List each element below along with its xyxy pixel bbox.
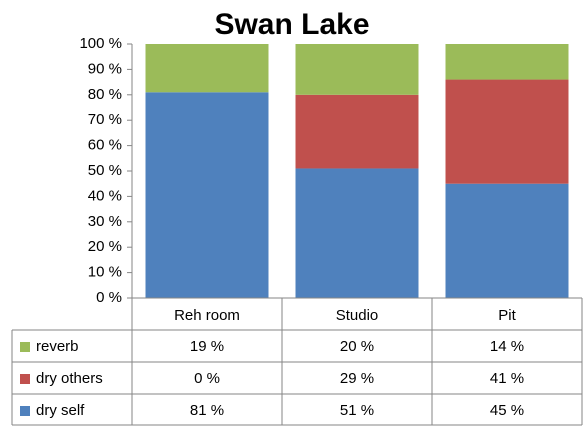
x-tick-label: Reh room [174,307,240,324]
legend-label: dry others [36,370,103,387]
bar-segment [145,44,269,93]
y-tick-label: 40 % [88,187,122,204]
legend-key [20,342,30,352]
y-tick-label: 70 % [88,111,122,128]
data-table-value: 29 % [340,370,374,387]
bar-segment [295,94,419,169]
y-tick-label: 80 % [88,86,122,103]
legend-label: reverb [36,338,79,355]
bar-segment [445,79,569,184]
legend-label: dry self [36,402,85,419]
data-table-value: 20 % [340,338,374,355]
y-tick-label: 60 % [88,137,122,154]
y-tick-label: 20 % [88,238,122,255]
data-table-value: 41 % [490,370,524,387]
chart-title: Swan Lake [214,8,369,41]
data-table-value: 51 % [340,402,374,419]
bar-segment [295,44,419,95]
bar-segment [295,168,419,298]
bar-segment [445,183,569,298]
y-tick-label: 50 % [88,162,122,179]
bar-segment [145,92,269,298]
legend-key [20,374,30,384]
y-tick-label: 100 % [79,35,122,52]
bar-segment [445,44,569,80]
x-tick-label: Pit [498,307,516,324]
data-table-value: 81 % [190,402,224,419]
y-tick-label: 90 % [88,60,122,77]
y-tick-label: 30 % [88,213,122,230]
x-tick-label: Studio [336,307,379,324]
data-table-value: 19 % [190,338,224,355]
data-table-value: 14 % [490,338,524,355]
data-table-value: 45 % [490,402,524,419]
legend-key [20,406,30,416]
y-tick-label: 10 % [88,264,122,281]
data-table-value: 0 % [194,370,220,387]
y-tick-label: 0 % [96,289,122,306]
